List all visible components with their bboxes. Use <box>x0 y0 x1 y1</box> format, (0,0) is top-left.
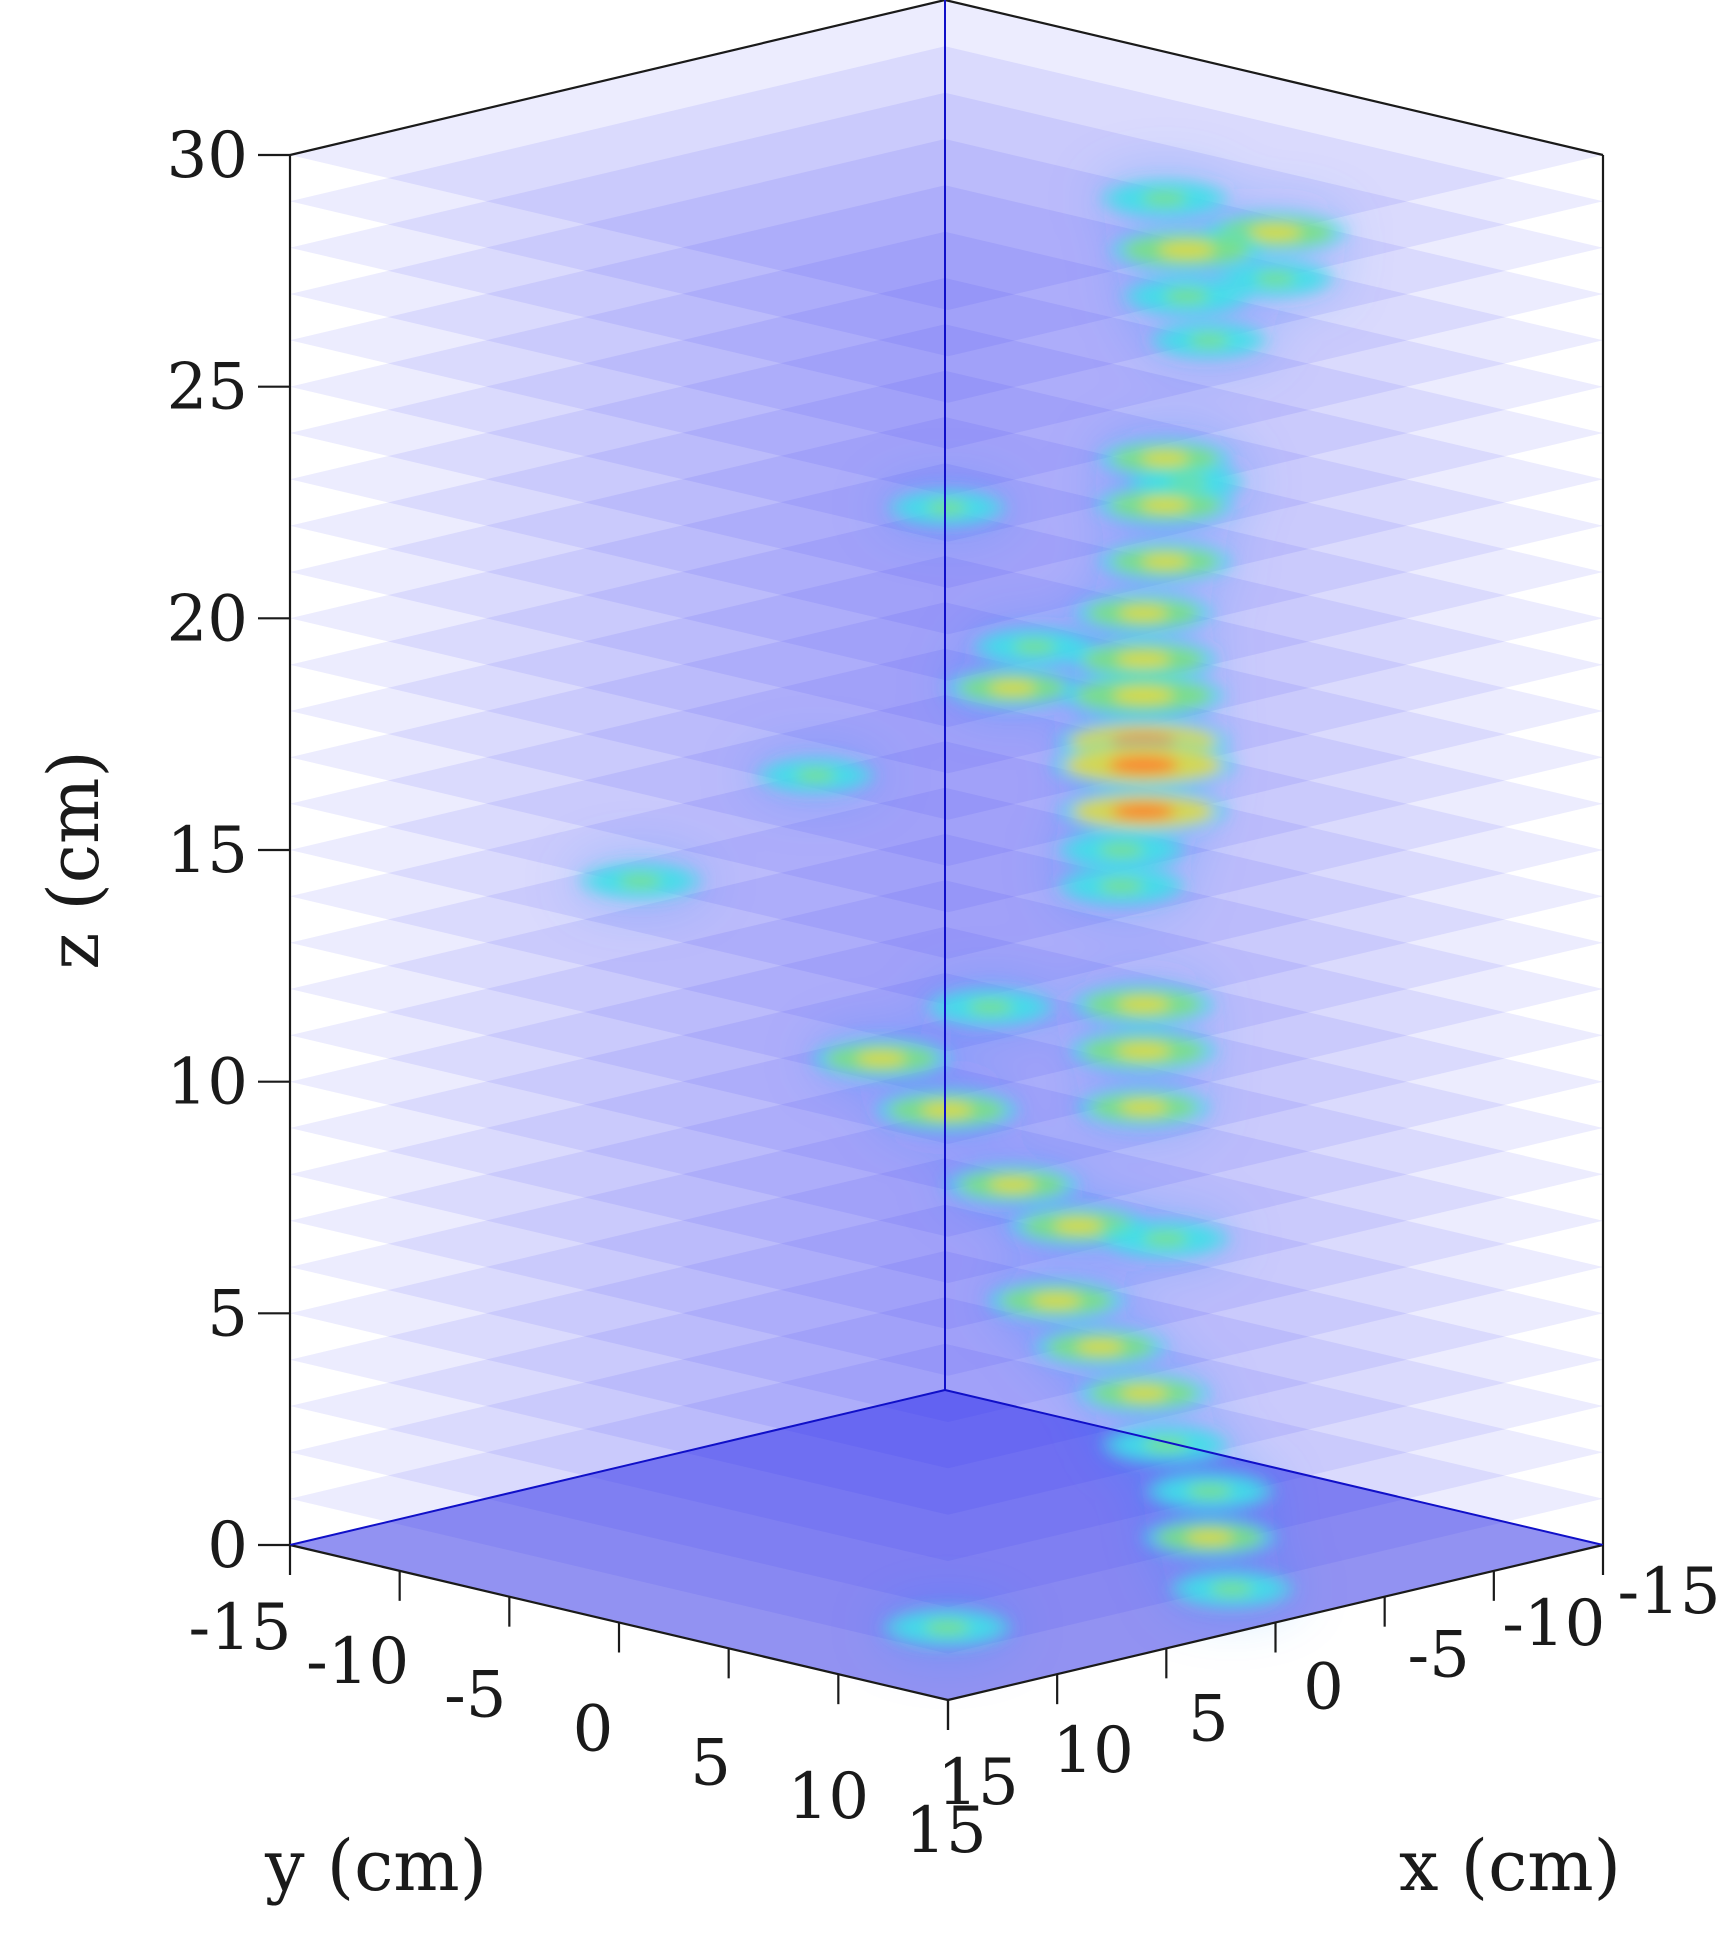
volume-slices <box>290 0 1603 1700</box>
hotspots <box>578 177 1348 1649</box>
box-edge-back <box>944 1389 1604 1546</box>
hotspot-point <box>945 1163 1080 1207</box>
y-axis-title: y (cm) <box>264 1825 487 1907</box>
hotspot-point <box>1033 1325 1168 1369</box>
hotspot-point <box>875 1087 1019 1133</box>
hotspot-layer <box>570 170 1348 1656</box>
z-tick-label: 30 <box>167 119 248 193</box>
x-tick-label: 0 <box>1303 1651 1344 1725</box>
z-tick-label: 20 <box>167 582 248 656</box>
hotspot-point <box>1051 739 1236 791</box>
slice-plane <box>290 231 1603 542</box>
box-edge <box>944 0 1604 157</box>
hotspot-point <box>887 487 1007 528</box>
hotspot-point <box>1122 275 1252 318</box>
slice-plane <box>290 926 1603 1237</box>
x-tick-label: 5 <box>1188 1682 1229 1756</box>
slice-plane <box>290 1204 1603 1515</box>
hotspot-point <box>1056 864 1186 908</box>
z-tick-label: 25 <box>167 351 248 425</box>
hotspot-point <box>1069 1027 1219 1074</box>
hotspot-point <box>1101 1423 1231 1466</box>
hotspot-point <box>1061 671 1226 720</box>
hotspot-point <box>1101 1217 1231 1260</box>
x-tick-label: -5 <box>1407 1619 1469 1693</box>
hotspot-point <box>756 755 876 796</box>
z-tick-label: 15 <box>167 814 248 888</box>
x-tick-label: -15 <box>1617 1555 1720 1629</box>
box-edge-back <box>289 1389 946 1546</box>
slice-plane <box>290 139 1603 449</box>
x-tick-label: -10 <box>1502 1587 1605 1661</box>
hotspot-point <box>926 986 1056 1029</box>
y-tick-label: 10 <box>788 1760 869 1834</box>
slice-plane <box>290 92 1603 403</box>
x-tick-label: 15 <box>937 1746 1018 1820</box>
hotspot-point <box>1073 591 1213 636</box>
hotspot-point <box>1142 1516 1277 1559</box>
slice-plane <box>290 463 1603 774</box>
z-tick-label: 0 <box>207 1509 248 1583</box>
slice-plane <box>290 1019 1603 1330</box>
hotspot-point <box>1057 828 1187 872</box>
hotspot-point <box>1077 1371 1211 1415</box>
slice-plane <box>290 648 1603 959</box>
hotspot-point <box>1098 437 1233 481</box>
slice-plane <box>290 324 1603 635</box>
x-tick-label: 10 <box>1052 1714 1133 1788</box>
y-tick-label: -10 <box>306 1625 409 1699</box>
hotspot-point <box>972 626 1097 668</box>
slice-plane <box>290 556 1603 866</box>
hotspot-point <box>1109 226 1264 274</box>
hotspot-point <box>1068 636 1218 683</box>
y-tick-label: 0 <box>573 1693 614 1767</box>
hotspot-point <box>1145 1470 1275 1513</box>
slice-plane <box>290 880 1603 1191</box>
hotspot-point <box>1076 1086 1211 1129</box>
slice-plane <box>290 278 1603 588</box>
x-axis-title: x (cm) <box>1399 1825 1621 1907</box>
hotspot-point <box>1100 177 1230 220</box>
z-axis-title: z (cm) <box>33 750 115 969</box>
hotspot-point <box>1169 1568 1294 1610</box>
y-tick-label: 5 <box>690 1726 731 1800</box>
z-tick-label: 5 <box>207 1277 248 1351</box>
hotspot-point <box>1071 982 1216 1027</box>
hotspot-point <box>945 666 1080 710</box>
slice-plane <box>290 509 1603 820</box>
slice-plane <box>290 1065 1603 1376</box>
slice-plane <box>290 185 1603 496</box>
slice-plane <box>290 1112 1603 1422</box>
hotspot-point <box>1095 483 1235 527</box>
hotspot-point <box>1058 786 1228 836</box>
y-tick-label: 15 <box>905 1794 986 1868</box>
slice-plane <box>290 741 1603 1052</box>
box-edge <box>289 0 946 157</box>
y-tick-label: -15 <box>188 1591 291 1665</box>
y-tick-label: -5 <box>444 1659 506 1733</box>
hotspot-point <box>811 1036 951 1081</box>
hotspot-point <box>578 860 703 902</box>
slice-plane <box>290 417 1603 727</box>
slice-plane <box>290 602 1603 913</box>
z-tick-label: 10 <box>167 1046 248 1120</box>
hotspot-point <box>986 1278 1126 1323</box>
slice-plane <box>290 695 1603 1005</box>
slice-plane <box>290 1158 1603 1469</box>
hotspot-point <box>882 1606 1012 1649</box>
hotspot-point <box>1149 320 1269 361</box>
hotspot-point <box>1098 540 1233 584</box>
